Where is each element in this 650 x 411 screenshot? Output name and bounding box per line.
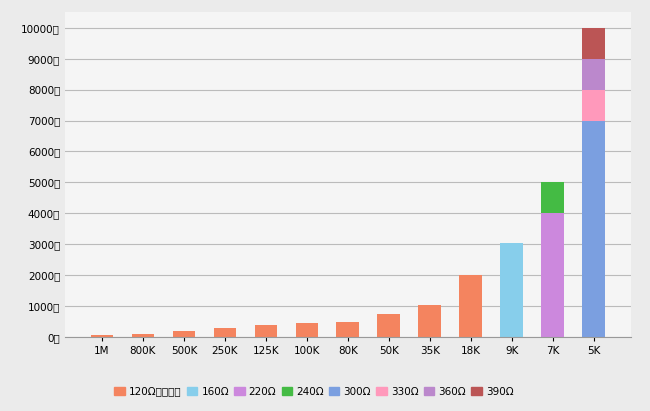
Bar — [500, 243, 523, 337]
Bar — [460, 275, 482, 337]
Bar — [378, 314, 400, 337]
Bar — [214, 328, 236, 337]
Bar — [541, 213, 564, 337]
Bar — [337, 321, 359, 337]
Bar — [91, 335, 113, 337]
Bar — [296, 323, 318, 337]
Bar — [582, 120, 604, 337]
Bar — [132, 334, 154, 337]
Bar — [582, 28, 604, 59]
Bar — [582, 59, 604, 90]
Legend: 120Ω匹配电阻, 160Ω, 220Ω, 240Ω, 300Ω, 330Ω, 360Ω, 390Ω: 120Ω匹配电阻, 160Ω, 220Ω, 240Ω, 300Ω, 330Ω, … — [112, 384, 515, 399]
Bar — [255, 325, 277, 337]
Bar — [419, 305, 441, 337]
Bar — [582, 90, 604, 120]
Bar — [173, 331, 195, 337]
Bar — [541, 182, 564, 213]
